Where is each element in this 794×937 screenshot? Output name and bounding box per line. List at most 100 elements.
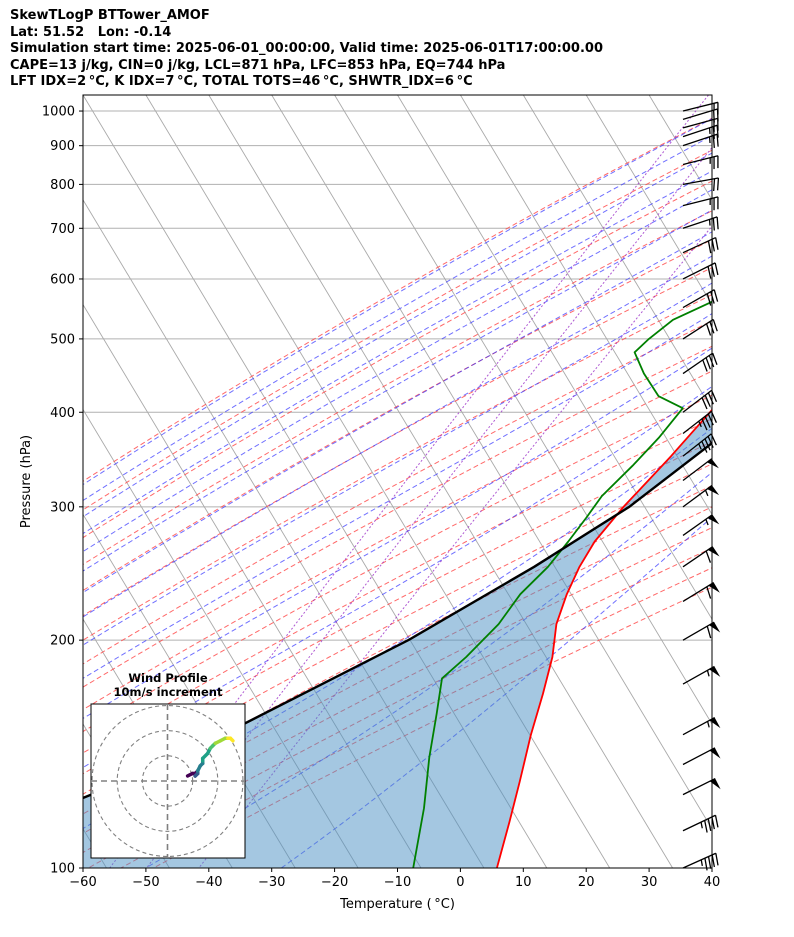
moist-adiabat <box>83 282 712 646</box>
background-lines <box>83 95 712 868</box>
y-tick-label: 800 <box>50 178 75 193</box>
barb-flag <box>707 485 720 496</box>
barb-full <box>704 416 711 428</box>
y-tick-label: 100 <box>50 862 75 877</box>
barb-full <box>701 418 708 431</box>
x-tick-label: −60 <box>69 875 96 890</box>
dry-adiabat <box>83 266 712 617</box>
moist-adiabat <box>83 118 712 486</box>
moist-adiabat <box>281 516 712 868</box>
barb-full <box>704 820 708 833</box>
moist-adiabat <box>83 135 712 502</box>
wind-barb <box>682 236 719 254</box>
barb-full <box>714 262 719 276</box>
barb-flag <box>706 458 719 469</box>
moist-adiabat <box>83 427 712 830</box>
y-axis-label: Pressure (hPa) <box>19 435 34 528</box>
barb-staff <box>682 262 716 280</box>
dry-adiabat <box>83 370 712 711</box>
dry-adiabat <box>83 294 712 641</box>
isotherm <box>585 95 712 306</box>
wind-barb <box>682 352 718 375</box>
location-line: Lat: 51.52 Lon: -0.14 <box>10 24 172 40</box>
moist-adiabat <box>145 471 712 868</box>
wind-barb <box>682 124 719 139</box>
mixing-ratio-line <box>198 225 712 868</box>
moist-adiabat <box>83 347 712 720</box>
barb-full <box>714 815 719 828</box>
barb-full <box>707 266 712 279</box>
barb-full <box>701 441 708 453</box>
wind-barb <box>682 196 719 211</box>
barb-full <box>712 218 715 231</box>
barb-full <box>716 125 719 138</box>
barb-full <box>715 237 719 250</box>
title-line: SkewTLogP BTTower_AMOF <box>10 8 210 23</box>
header: SkewTLogP BTTower_AMOF Lat: 51.52 Lon: -… <box>10 8 603 91</box>
wind-barb <box>682 545 720 568</box>
isotherm <box>397 95 712 621</box>
barb-staff <box>682 124 718 138</box>
dry-adiabat <box>83 418 712 754</box>
wind-barb <box>682 621 721 641</box>
y-tick-label: 900 <box>50 139 75 154</box>
barb-full <box>706 293 712 306</box>
dry-adiabat <box>83 117 712 482</box>
x-tick-label: −40 <box>195 875 222 890</box>
barb-full <box>707 392 714 405</box>
y-tick-label: 300 <box>50 500 75 515</box>
barb-full <box>712 126 715 139</box>
mixing-ratio-line <box>146 146 712 868</box>
barb-staff <box>682 458 713 482</box>
dewpoint-line <box>412 300 712 868</box>
barb-full <box>705 323 712 336</box>
barb-full <box>707 856 712 869</box>
x-tick-label: −50 <box>132 875 159 890</box>
dry-adiabat <box>83 180 712 539</box>
x-tick-label: 30 <box>641 875 658 890</box>
barb-half <box>706 670 710 677</box>
wind-barb <box>682 747 721 766</box>
barb-half <box>700 822 703 829</box>
barb-staff <box>682 545 714 568</box>
barb-staff <box>682 196 719 207</box>
x-tick-label: −10 <box>384 875 411 890</box>
barb-full <box>706 586 712 599</box>
moist-adiabat <box>83 255 712 618</box>
barb-full <box>716 134 719 147</box>
hodograph-title: Wind Profile <box>128 671 208 685</box>
barb-staff <box>682 236 716 254</box>
barb-half <box>705 519 709 526</box>
barb-staff <box>682 389 712 413</box>
barb-full <box>716 177 720 191</box>
barb-full <box>712 319 718 332</box>
barb-full <box>705 550 712 563</box>
dry-adiabat <box>83 210 712 566</box>
barb-full <box>712 352 718 365</box>
barb-flag <box>708 582 720 593</box>
barb-full <box>715 853 719 866</box>
dry-adiabat <box>83 394 712 733</box>
barb-staff <box>682 716 715 736</box>
barb-half <box>698 420 702 428</box>
barb-staff <box>682 814 716 832</box>
barb-staff <box>682 777 716 796</box>
isotherm <box>522 95 712 411</box>
barb-full <box>707 240 712 254</box>
hodograph-subtitle: 10m/s increment <box>114 685 223 699</box>
barb-half <box>700 859 703 866</box>
barb-staff <box>682 621 715 641</box>
parcel-path-line <box>83 441 712 800</box>
wind-barb <box>682 716 721 736</box>
y-tick-label: 1000 <box>42 105 75 120</box>
barb-full <box>705 357 712 370</box>
wind-barb <box>682 484 720 508</box>
wind-barb <box>682 458 719 482</box>
moist-adiabat <box>83 209 712 572</box>
indices-line-1: CAPE=13 j/kg, CIN=0 j/kg, LCL=871 hPa, L… <box>10 57 506 73</box>
barb-staff <box>682 514 713 536</box>
barb-staff <box>682 352 714 375</box>
isotherm <box>648 95 712 201</box>
barb-full <box>706 625 712 639</box>
barb-staff <box>682 852 717 869</box>
